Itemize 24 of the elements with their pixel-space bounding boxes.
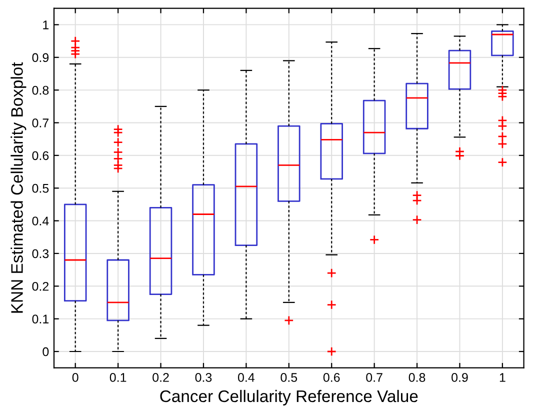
y-tick-label: 1 — [43, 20, 49, 30]
y-tick-label: 0.8 — [32, 86, 49, 95]
x-tick-label: 0.2 — [152, 373, 169, 382]
y-tick-label: 0.1 — [32, 314, 49, 324]
x-tick-label: 0.1 — [110, 373, 126, 382]
y-tick-label: 0.4 — [32, 216, 49, 226]
y-tick-label: 0.9 — [32, 53, 49, 62]
y-tick-label: 0.5 — [32, 184, 49, 193]
y-tick-label: 0.6 — [32, 151, 49, 160]
x-tick-label: 0.4 — [238, 373, 255, 382]
x-tick-label: 0 — [72, 373, 78, 382]
x-axis-title: Cancer Cellularity Reference Value — [160, 390, 418, 406]
x-tick-label: 1 — [500, 373, 506, 382]
x-tick-label: 0.3 — [195, 373, 212, 382]
y-tick-label: 0.2 — [32, 282, 49, 291]
x-tick-label: 0.5 — [280, 373, 298, 382]
y-tick-label: 0 — [42, 347, 49, 356]
x-tick-label: 0.6 — [323, 373, 340, 382]
y-tick-label: 0.7 — [32, 118, 49, 128]
y-tick-label: 0.3 — [32, 249, 49, 258]
x-tick-label: 0.7 — [366, 373, 382, 382]
x-tick-label: 0.9 — [452, 373, 468, 382]
y-axis-title: KNN Estimated Cellularity Boxplot — [10, 62, 26, 313]
x-tick-label: 0.8 — [408, 373, 426, 382]
